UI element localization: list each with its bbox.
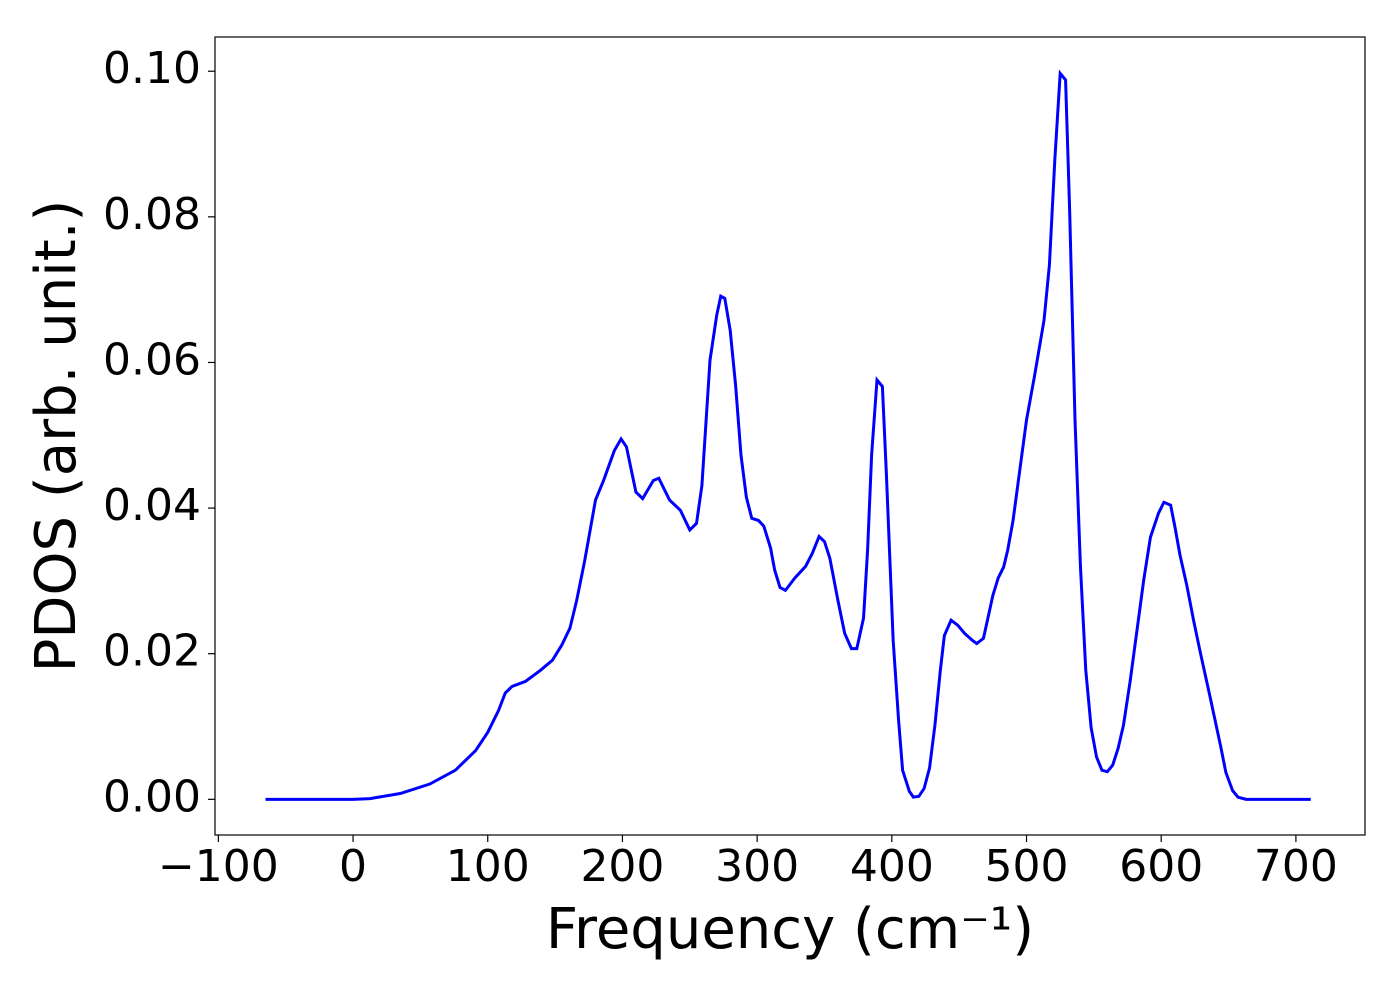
x-tick-label: −100	[158, 841, 279, 892]
x-tick-label: 300	[715, 841, 799, 892]
y-axis-label: PDOS (arb. unit.)	[24, 200, 89, 673]
x-tick-label: 700	[1254, 841, 1338, 892]
plot-frame	[214, 36, 1366, 836]
data-line	[265, 69, 1311, 801]
x-tick-label: 100	[446, 841, 530, 892]
y-tick-label: 0.04	[103, 480, 201, 531]
y-tick-label: 0.08	[103, 189, 201, 240]
x-tick-label: 600	[1119, 841, 1203, 892]
y-tick-label: 0.00	[103, 771, 201, 822]
y-tick-label: 0.10	[103, 43, 201, 94]
x-tick-label: 500	[985, 841, 1069, 892]
x-tick-label: 0	[339, 841, 367, 892]
x-tick-label: 200	[580, 841, 664, 892]
y-tick-label: 0.02	[103, 626, 201, 677]
x-axis-label: Frequency (cm⁻¹)	[546, 897, 1034, 962]
y-tick-label: 0.06	[103, 334, 201, 385]
x-tick-label: 400	[850, 841, 934, 892]
